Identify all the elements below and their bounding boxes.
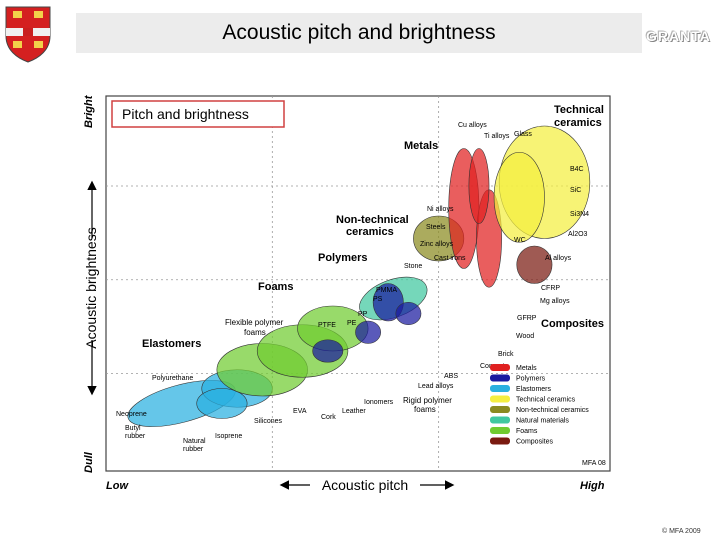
legend-label: Polymers: [516, 376, 546, 383]
material-label: Wood: [516, 333, 534, 340]
bubble-polymers: [355, 320, 381, 344]
material-label: CFRP: [541, 285, 560, 292]
legend-label: Non-technical ceramics: [516, 407, 589, 414]
bubble-elastomers: [196, 388, 248, 419]
legend-label: Foams: [516, 428, 538, 435]
material-label: rubber: [183, 446, 204, 453]
material-label: PTFE: [318, 322, 336, 329]
label-technical-ceramics-2: ceramics: [554, 117, 602, 129]
material-label: Neoprene: [116, 411, 147, 418]
material-label: PE: [347, 320, 357, 327]
material-label: Cu alloys: [458, 122, 487, 129]
material-label: Ionomers: [364, 399, 394, 406]
material-label: Butyl: [125, 425, 141, 432]
label-technical-ceramics-1: Technical: [554, 104, 604, 116]
material-label: SiC: [570, 187, 581, 194]
material-label: rubber: [125, 433, 146, 440]
material-label: Brick: [498, 351, 514, 358]
material-label: Leather: [342, 408, 366, 415]
chart-plot-area: [105, 95, 611, 472]
material-label: Ni alloys: [427, 206, 454, 213]
x-axis-low-label: Low: [106, 480, 129, 492]
material-label: Lead alloys: [418, 383, 454, 390]
material-label: Flexible polymer: [225, 318, 284, 327]
material-label: foams: [414, 405, 436, 414]
material-label: Al alloys: [545, 255, 572, 262]
material-label: Zinc alloys: [420, 241, 454, 248]
label-composites: Composites: [541, 318, 604, 330]
material-label: GFRP: [517, 315, 537, 322]
y-axis-low-label: Dull: [83, 451, 95, 473]
material-label: Natural: [183, 438, 206, 445]
family-labels: Technical ceramics Metals Non-technical …: [142, 104, 604, 350]
legend-label: Technical ceramics: [516, 397, 576, 404]
copyright-notice: © MFA 2009: [662, 528, 701, 535]
material-bubbles: [127, 125, 591, 427]
panel-title-box: Pitch and brightness: [111, 100, 285, 128]
material-label: Mg alloys: [540, 298, 570, 305]
label-metals: Metals: [404, 140, 438, 152]
material-label: EVA: [293, 408, 307, 415]
legend-swatch: [490, 364, 510, 371]
material-label: Steels: [426, 224, 446, 231]
y-axis-high-label: Bright: [83, 94, 95, 128]
panel-title: Pitch and brightness: [122, 106, 249, 122]
legend-label: Elastomers: [516, 386, 552, 393]
material-label: Ti alloys: [484, 133, 510, 140]
material-label: Silicones: [254, 418, 283, 425]
legend-label: Natural materials: [516, 418, 569, 425]
material-label: Al2O3: [568, 231, 588, 238]
title-bar: [76, 13, 642, 53]
label-elastomers: Elastomers: [142, 338, 201, 350]
material-label: Stone: [404, 263, 422, 270]
legend-label: Composites: [516, 439, 553, 446]
material-label: PS: [373, 296, 383, 303]
material-label: Isoprene: [215, 433, 242, 440]
legend-label: Metals: [516, 365, 537, 372]
material-label: Si3N4: [570, 211, 589, 218]
bubble-technical-ceramics: [493, 151, 545, 243]
university-crest-icon: [5, 6, 51, 63]
y-axis-label: Acoustic brightness: [83, 227, 99, 348]
material-label: ABS: [444, 373, 458, 380]
legend-swatch: [490, 374, 510, 382]
material-label: B4C: [570, 166, 584, 173]
material-label: Glass: [514, 131, 532, 138]
bubble-composites: [516, 245, 553, 284]
material-label: Cast irons: [434, 255, 466, 262]
legend-swatch: [490, 406, 510, 413]
x-axis-label: Acoustic pitch: [322, 477, 408, 493]
material-label: PP: [358, 311, 368, 318]
y-axis: Bright Acoustic brightness Dull: [83, 94, 99, 473]
x-axis: Low Acoustic pitch High: [106, 477, 605, 493]
material-label: Polyurethane: [152, 375, 193, 382]
material-label: Cork: [321, 414, 336, 421]
granta-logo: GRANTA: [646, 28, 711, 44]
bubble-polymers: [395, 301, 422, 326]
x-axis-high-label: High: [580, 480, 605, 492]
slide-title: Acoustic pitch and brightness: [222, 21, 496, 44]
material-label: WC: [514, 237, 526, 244]
label-non-technical-ceramics-2: ceramics: [346, 226, 394, 238]
material-label: Rigid polymer: [403, 396, 452, 405]
label-polymers: Polymers: [318, 252, 368, 264]
chart-legend: Metals Polymers Elastomers Technical cerami…: [490, 364, 589, 446]
version-tag: MFA 08: [582, 460, 606, 467]
label-foams: Foams: [258, 281, 293, 293]
material-label: PMMA: [376, 287, 397, 294]
legend-swatch: [490, 416, 510, 424]
legend-swatch: [490, 427, 510, 434]
legend-swatch: [490, 395, 510, 403]
bubble-metals: [468, 148, 490, 224]
material-label: foams: [244, 328, 266, 337]
legend-swatch: [490, 437, 510, 445]
pitch-brightness-chart: Pitch and brightness Bright Acoustic bri…: [83, 94, 611, 493]
label-non-technical-ceramics-1: Non-technical: [336, 214, 409, 226]
legend-swatch: [490, 385, 510, 392]
bubble-polymers: [312, 339, 344, 363]
